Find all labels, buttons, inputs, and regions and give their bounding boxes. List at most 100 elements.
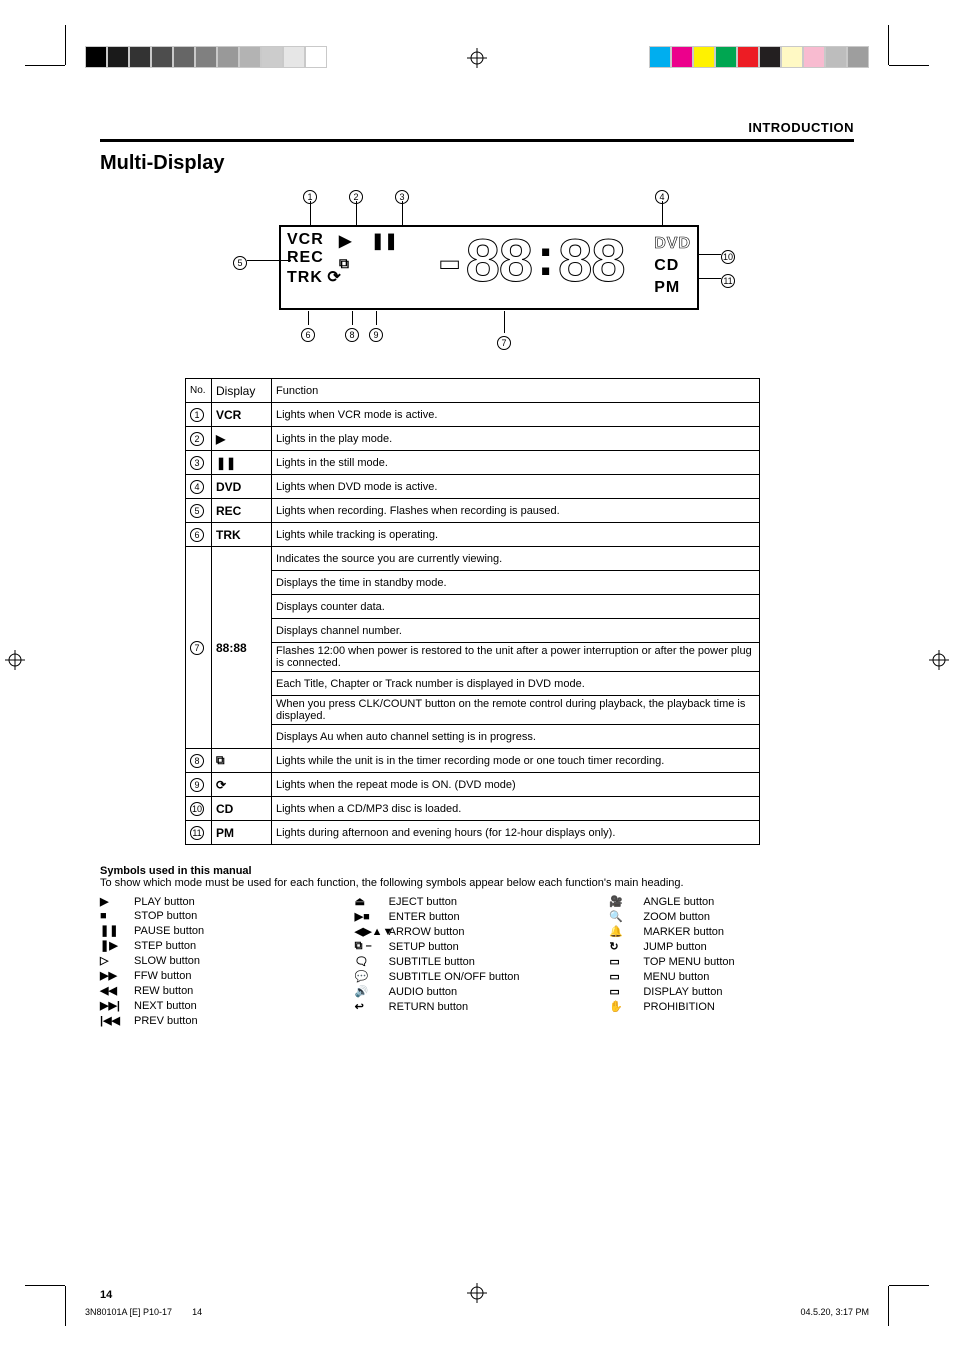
symbol-label: ANGLE button	[643, 896, 714, 908]
symbol-icon: 🔊	[355, 985, 381, 998]
symbols-title: Symbols used in this manual	[100, 865, 854, 877]
callout-7: 7	[497, 336, 511, 350]
symbol-label: MARKER button	[643, 926, 724, 938]
symbol-icon: 💬	[355, 970, 381, 983]
symbol-icon: ▶	[100, 895, 126, 908]
symbol-icon: ⏏	[355, 895, 381, 908]
table-row: 788:88Indicates the source you are curre…	[186, 547, 760, 571]
registration-mark	[5, 650, 25, 670]
symbol-row: 🔍ZOOM button	[609, 910, 854, 923]
symbol-row: 🗨SUBTITLE button	[355, 955, 600, 968]
swatch	[649, 46, 671, 68]
play-icon: ▶	[339, 231, 351, 251]
symbol-label: MENU button	[643, 971, 709, 983]
symbol-label: PREV button	[134, 1015, 198, 1027]
crop-mark	[888, 25, 889, 65]
callout-8: 8	[345, 328, 359, 342]
symbol-icon: ◀◀	[100, 984, 126, 997]
crop-mark	[25, 65, 65, 66]
registration-mark	[467, 1283, 487, 1303]
table-row: Displays the time in standby mode.	[186, 571, 760, 595]
swatch	[693, 46, 715, 68]
table-row: 4DVDLights when DVD mode is active.	[186, 475, 760, 499]
symbols-column: ⏏EJECT button▶■ENTER button◀▶▲▼ARROW but…	[355, 893, 600, 1029]
symbol-label: SUBTITLE ON/OFF button	[389, 971, 520, 983]
symbol-label: STOP button	[134, 910, 197, 922]
swatch	[129, 46, 151, 68]
crop-mark	[25, 1285, 65, 1286]
symbol-label: PLAY button	[134, 896, 195, 908]
symbol-label: EJECT button	[389, 896, 457, 908]
swatch	[781, 46, 803, 68]
swatch	[737, 46, 759, 68]
symbol-icon: ↻	[609, 940, 635, 953]
symbol-icon: |◀◀	[100, 1014, 126, 1027]
symbol-row: |◀◀ PREV button	[100, 1014, 345, 1027]
symbol-label: JUMP button	[643, 941, 706, 953]
page-number: 14	[100, 1289, 112, 1301]
symbol-label: FFW button	[134, 970, 191, 982]
lcd-rec-label: REC	[287, 249, 341, 267]
symbol-row: 🎥 ANGLE button	[609, 895, 854, 908]
symbol-icon: 🎥	[609, 895, 635, 908]
symbol-label: SETUP button	[389, 941, 459, 953]
swatch	[825, 46, 847, 68]
symbol-label: STEP button	[134, 940, 196, 952]
footer-file: 3N80101A [E] P10-17 14	[85, 1307, 202, 1317]
crop-mark	[65, 1286, 66, 1326]
symbol-row: ▭TOP MENU button	[609, 955, 854, 968]
symbol-row: ↻ JUMP button	[609, 940, 854, 953]
symbol-row: ■ STOP button	[100, 910, 345, 922]
symbol-label: DISPLAY button	[643, 986, 722, 998]
table-row: Displays channel number.	[186, 619, 760, 643]
symbol-row: ◀▶▲▼ARROW button	[355, 925, 600, 938]
grayscale-colorbar	[85, 46, 327, 68]
callout-10: 10	[721, 250, 735, 264]
swatch	[261, 46, 283, 68]
symbol-icon: ↩	[355, 1000, 381, 1013]
table-header-display: Display	[212, 379, 272, 403]
symbol-row: ❚▶ STEP button	[100, 939, 345, 952]
callout-11: 11	[721, 274, 735, 288]
symbols-column: ▶ PLAY button ■ STOP button ❚❚PAUSE button ❚▶…	[100, 893, 345, 1029]
table-row: 2▶Lights in the play mode.	[186, 427, 760, 451]
symbol-label: PROHIBITION	[643, 1001, 715, 1013]
page-title: Multi-Display	[100, 152, 854, 175]
crop-mark	[888, 1286, 889, 1326]
display-diagram: VCR REC TRK ⟳ ▶ ❚❚ ⧉ -88:88 DVD CD PM 1 …	[217, 185, 737, 360]
swatch	[195, 46, 217, 68]
table-header-no: No.	[186, 379, 212, 403]
symbol-icon: ▶▶	[100, 969, 126, 982]
table-row: 9⟳Lights when the repeat mode is ON. (DV…	[186, 773, 760, 797]
callout-5: 5	[233, 256, 247, 270]
symbol-row: ▶▶|NEXT button	[100, 999, 345, 1012]
process-colorbar	[649, 46, 869, 68]
footer-date: 04.5.20, 3:17 PM	[800, 1307, 869, 1317]
table-row: Flashes 12:00 when power is restored to …	[186, 643, 760, 672]
symbol-label: PAUSE button	[134, 925, 204, 937]
crop-mark	[65, 25, 66, 65]
symbol-label: ZOOM button	[643, 911, 710, 923]
symbol-label: REW button	[134, 985, 193, 997]
symbols-note: To show which mode must be used for each…	[100, 877, 854, 889]
table-header-function: Function	[272, 379, 760, 403]
symbol-icon: ❚▶	[100, 939, 126, 952]
symbol-row: ▶ PLAY button	[100, 895, 345, 908]
swatch	[305, 46, 327, 68]
symbol-row: ❚❚PAUSE button	[100, 924, 345, 937]
symbol-label: TOP MENU button	[643, 956, 734, 968]
symbol-label: SUBTITLE button	[389, 956, 475, 968]
symbol-icon: 🔔	[609, 925, 635, 938]
swatch	[283, 46, 305, 68]
table-row: Displays Au when auto channel setting is…	[186, 725, 760, 749]
table-row: 11PMLights during afternoon and evening …	[186, 821, 760, 845]
indicator-table: No. Display Function 1VCRLights when VCR…	[185, 378, 760, 845]
table-row: 5RECLights when recording. Flashes when …	[186, 499, 760, 523]
section-header: INTRODUCTION	[100, 120, 854, 135]
swatch	[847, 46, 869, 68]
crop-mark	[889, 1285, 929, 1286]
symbol-row: 💬 SUBTITLE ON/OFF button	[355, 970, 600, 983]
symbol-row: ⧉ –SETUP button	[355, 940, 600, 953]
symbol-icon: ■	[100, 910, 126, 922]
registration-mark	[467, 48, 487, 68]
